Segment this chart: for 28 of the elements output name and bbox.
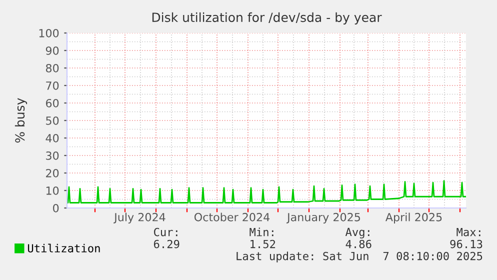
- text: 6.29: [154, 240, 180, 248]
- y-tick-label: 20: [46, 168, 59, 178]
- text: Max:: [456, 228, 480, 236]
- text: Cur:: [154, 228, 178, 236]
- y-tick-label: 100: [39, 28, 59, 38]
- text: 96.13: [450, 240, 482, 248]
- text: Avg:: [345, 228, 370, 238]
- y-tick-label: 80: [46, 64, 59, 72]
- x-tick-label: October 2024: [194, 212, 270, 222]
- text: 1.52: [250, 240, 276, 248]
- y-tick-label: 40: [46, 134, 59, 142]
- legend-label: Utilization: [28, 244, 100, 252]
- y-tick-label: 0: [53, 204, 59, 212]
- x-tick-label: April 2025: [385, 212, 442, 224]
- line-series: [67, 180, 466, 204]
- y-tick-label: 30: [46, 151, 59, 160]
- y-tick-label: 90: [46, 46, 59, 55]
- text: Last update: Sat Jun 7 08:10:00 2025: [236, 252, 482, 262]
- text: 4.86: [346, 240, 372, 248]
- y-tick-label: 70: [46, 81, 59, 90]
- chart-title: Disk utilization for /dev/sda - by year: [152, 12, 382, 24]
- text: Min:: [250, 228, 274, 236]
- x-tick-label: July 2024: [114, 212, 166, 224]
- x-tick-label: January 2025: [286, 212, 360, 224]
- y-axis-title: % busy: [14, 98, 28, 143]
- y-tick-label: 50: [46, 116, 59, 125]
- y-tick-label: 10: [46, 186, 59, 195]
- y-tick-label: 60: [46, 98, 59, 108]
